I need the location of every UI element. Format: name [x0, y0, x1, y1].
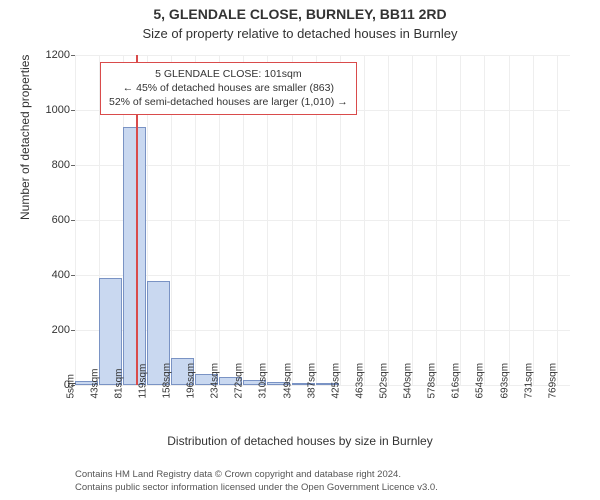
- gridline-h: [75, 275, 570, 276]
- ytick-label: 0: [20, 379, 70, 391]
- chart-container: { "chart": { "type": "histogram", "title…: [0, 0, 600, 500]
- gridline-h: [75, 165, 570, 166]
- gridline-v: [509, 55, 510, 385]
- chart-title: 5, GLENDALE CLOSE, BURNLEY, BB11 2RD: [0, 6, 600, 22]
- histogram-bar: [123, 127, 146, 386]
- gridline-v: [412, 55, 413, 385]
- gridline-v: [436, 55, 437, 385]
- ytick-mark: [71, 275, 75, 276]
- gridline-v: [533, 55, 534, 385]
- legend-box: 5 GLENDALE CLOSE: 101sqm← 45% of detache…: [100, 62, 357, 115]
- legend-line: ← 45% of detached houses are smaller (86…: [109, 81, 348, 95]
- x-axis-label: Distribution of detached houses by size …: [0, 434, 600, 448]
- gridline-v: [388, 55, 389, 385]
- gridline-h: [75, 385, 570, 386]
- legend-line: 5 GLENDALE CLOSE: 101sqm: [109, 67, 348, 81]
- ytick-label: 600: [20, 214, 70, 226]
- gridline-v: [364, 55, 365, 385]
- ytick-label: 800: [20, 159, 70, 171]
- gridline-h: [75, 55, 570, 56]
- ytick-label: 1200: [20, 49, 70, 61]
- ytick-label: 1000: [20, 104, 70, 116]
- ytick-mark: [71, 220, 75, 221]
- chart-subtitle: Size of property relative to detached ho…: [0, 26, 600, 41]
- footer-line-1: Contains HM Land Registry data © Crown c…: [75, 469, 438, 481]
- ytick-label: 400: [20, 269, 70, 281]
- chart-footer: Contains HM Land Registry data © Crown c…: [75, 469, 438, 494]
- legend-line: 52% of semi-detached houses are larger (…: [109, 95, 348, 109]
- ytick-mark: [71, 165, 75, 166]
- gridline-v: [484, 55, 485, 385]
- gridline-v: [75, 55, 76, 385]
- gridline-h: [75, 220, 570, 221]
- ytick-mark: [71, 55, 75, 56]
- gridline-v: [557, 55, 558, 385]
- gridline-v: [460, 55, 461, 385]
- ytick-mark: [71, 330, 75, 331]
- ytick-mark: [71, 110, 75, 111]
- y-axis-label: Number of detached properties: [18, 55, 32, 220]
- ytick-label: 200: [20, 324, 70, 336]
- footer-line-2: Contains public sector information licen…: [75, 482, 438, 494]
